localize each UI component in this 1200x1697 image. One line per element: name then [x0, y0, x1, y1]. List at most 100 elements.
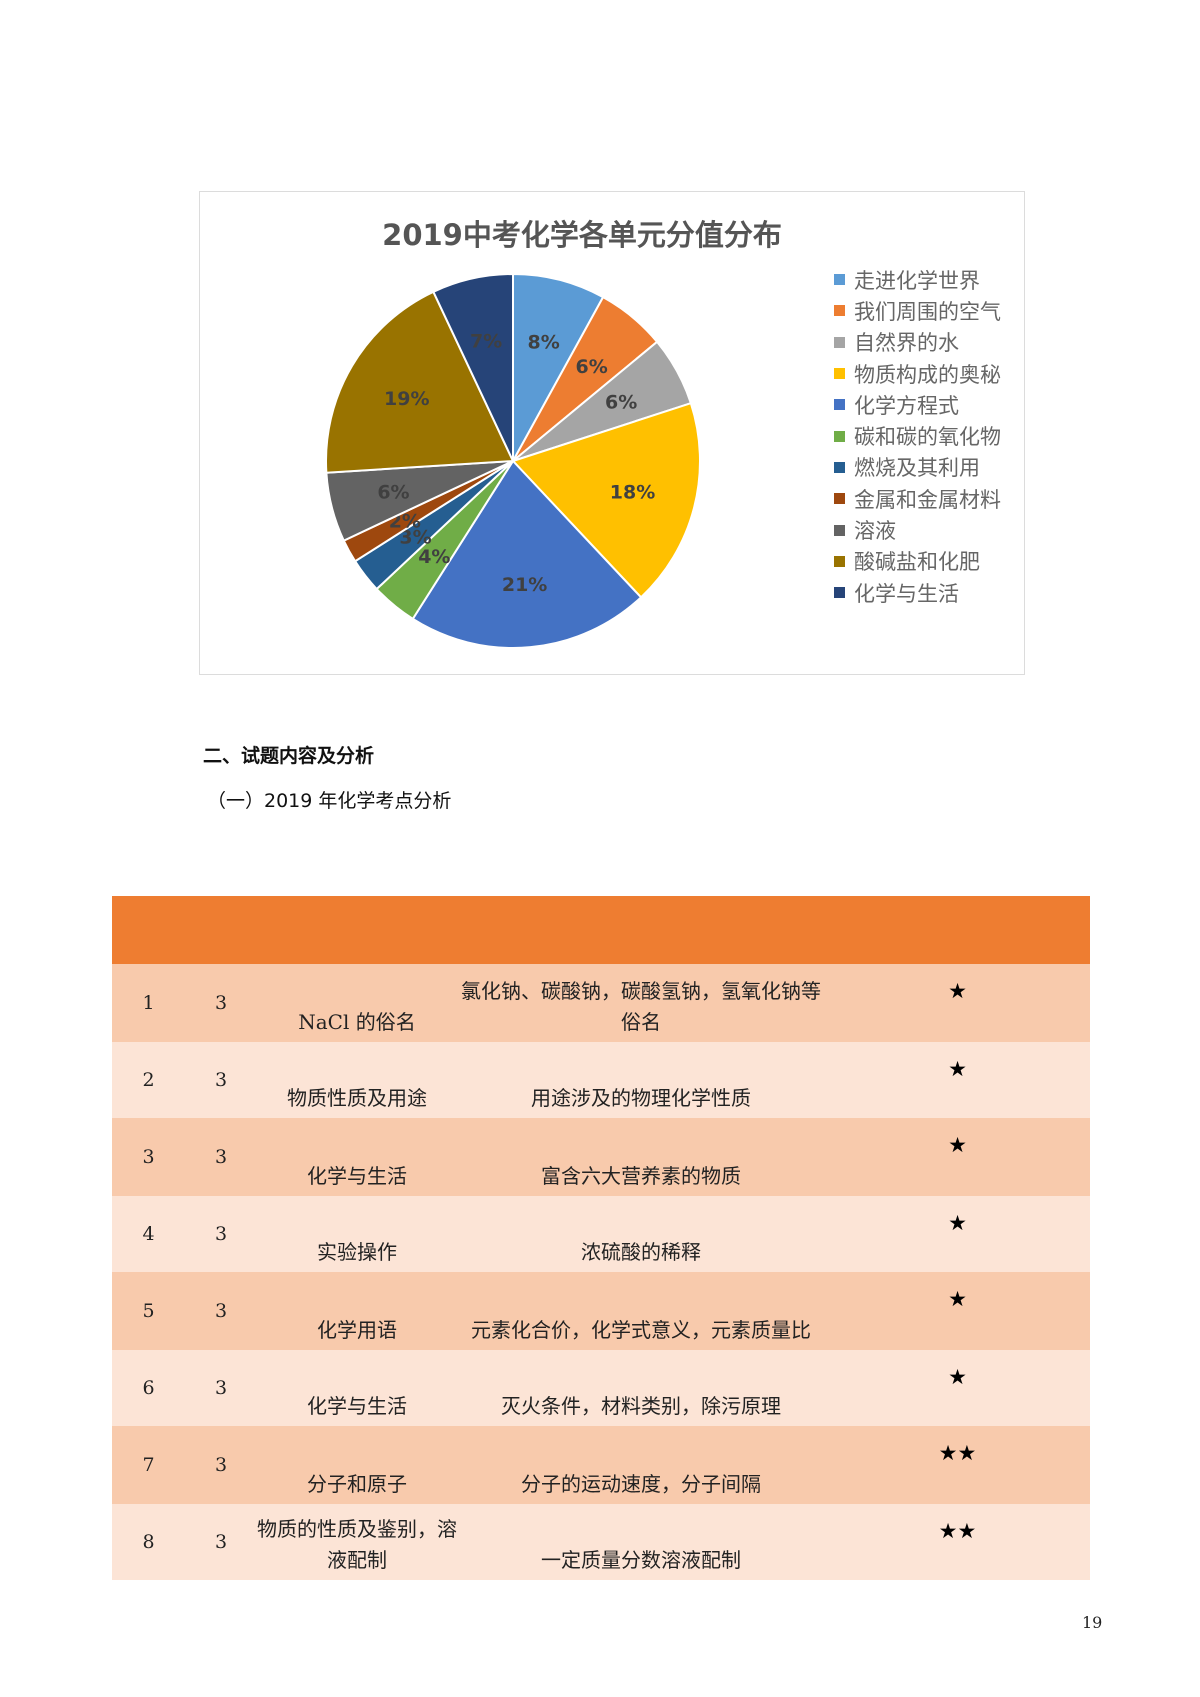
legend-swatch	[834, 461, 845, 473]
legend-swatch	[834, 555, 845, 567]
topic-cell: 物质的性质及鉴别，溶液配制	[257, 1504, 457, 1580]
content-cell: 氯化钠、碳酸钠，碳酸氢钠，氢氧化钠等俗名	[457, 964, 825, 1042]
chart-title: 2019中考化学各单元分值分布	[382, 218, 782, 252]
legend-item: 燃烧及其利用	[834, 452, 1001, 483]
chart-panel: 2019中考化学各单元分值分布 8% 6% 6% 18% 21% 4% 3% 2% 6% 19% 7…	[199, 191, 1025, 675]
difficulty-cell: ★	[825, 1272, 1090, 1350]
pie-data-label: 4%	[418, 546, 450, 568]
legend-item: 物质构成的奥秘	[834, 358, 1001, 389]
legend-item: 我们周围的空气	[834, 295, 1001, 326]
score-cell: 3	[185, 1042, 257, 1118]
difficulty-cell: ★	[825, 1350, 1090, 1426]
legend-swatch	[834, 587, 845, 599]
legend-label: 物质构成的奥秘	[854, 362, 1001, 387]
legend-swatch	[834, 430, 845, 442]
pie-data-label: 6%	[576, 356, 608, 378]
legend-item: 金属和金属材料	[834, 483, 1001, 514]
section-heading: 二、试题内容及分析	[203, 745, 375, 767]
topic-cell: NaCl 的俗名	[257, 964, 457, 1042]
row-number-cell: 4	[112, 1196, 185, 1272]
pie-slice	[511, 401, 701, 599]
legend-swatch	[834, 305, 845, 317]
row-number-cell: 1	[112, 964, 185, 1042]
table-row: 7 3 分子和原子 分子的运动速度，分子间隔 ★★	[112, 1426, 1090, 1504]
legend-item: 走进化学世界	[834, 264, 1001, 295]
score-cell: 3	[185, 1196, 257, 1272]
pie-data-label: 19%	[384, 388, 429, 410]
score-cell: 3	[185, 1504, 257, 1580]
legend-item: 自然界的水	[834, 327, 1001, 358]
content-cell: 一定质量分数溶液配制	[457, 1504, 825, 1580]
pie-slice	[512, 272, 605, 462]
exam-points-table: 1 3 NaCl 的俗名 氯化钠、碳酸钠，碳酸氢钠，氢氧化钠等俗名 ★ 2 3 物质性质及用途…	[112, 896, 1090, 1580]
legend-item: 酸碱盐和化肥	[834, 546, 1001, 577]
topic-cell: 实验操作	[257, 1196, 457, 1272]
content-cell: 富含六大营养素的物质	[457, 1118, 825, 1196]
pie-slice	[325, 290, 515, 474]
table-row: 8 3 物质的性质及鉴别，溶液配制 一定质量分数溶液配制 ★★	[112, 1504, 1090, 1580]
legend-label: 碳和碳的氧化物	[854, 425, 1001, 450]
legend-label: 化学与生活	[854, 581, 959, 606]
content-cell: 用途涉及的物理化学性质	[457, 1042, 825, 1118]
content-cell: 分子的运动速度，分子间隔	[457, 1426, 825, 1504]
score-cell: 3	[185, 1272, 257, 1350]
legend-swatch	[834, 399, 845, 411]
score-cell: 3	[185, 1350, 257, 1426]
legend-label: 我们周围的空气	[854, 299, 1001, 324]
chart-legend: 走进化学世界 我们周围的空气 自然界的水物质构成的奥秘 化学方程式碳和碳的氧化物 燃烧及…	[834, 264, 1001, 608]
table-row: 6 3 化学与生活 灭火条件，材料类别，除污原理 ★	[112, 1350, 1090, 1426]
difficulty-cell: ★	[825, 1042, 1090, 1118]
row-number-cell: 6	[112, 1350, 185, 1426]
table-row: 1 3 NaCl 的俗名 氯化钠、碳酸钠，碳酸氢钠，氢氧化钠等俗名 ★	[112, 964, 1090, 1042]
table-row: 2 3 物质性质及用途 用途涉及的物理化学性质 ★	[112, 1042, 1090, 1118]
legend-label: 自然界的水	[854, 331, 959, 356]
topic-cell: 化学与生活	[257, 1118, 457, 1196]
difficulty-cell: ★	[825, 1196, 1090, 1272]
legend-label: 酸碱盐和化肥	[854, 550, 980, 575]
row-number-cell: 2	[112, 1042, 185, 1118]
content-cell: 浓硫酸的稀释	[457, 1196, 825, 1272]
legend-swatch	[834, 493, 845, 505]
legend-swatch	[834, 368, 845, 380]
pie-slice	[411, 459, 643, 649]
score-cell: 3	[185, 964, 257, 1042]
legend-item: 化学与生活	[834, 577, 1001, 608]
topic-cell: 物质性质及用途	[257, 1042, 457, 1118]
legend-label: 化学方程式	[854, 393, 959, 418]
legend-label: 燃烧及其利用	[854, 456, 980, 481]
legend-item: 碳和碳的氧化物	[834, 420, 1001, 451]
difficulty-cell: ★★	[825, 1504, 1090, 1580]
legend-label: 金属和金属材料	[854, 487, 1001, 512]
score-cell: 3	[185, 1118, 257, 1196]
pie-data-label: 18%	[610, 482, 655, 504]
legend-swatch	[834, 336, 845, 348]
topic-cell: 化学用语	[257, 1272, 457, 1350]
subsection-heading: （一）2019 年化学考点分析	[207, 790, 452, 812]
row-number-cell: 8	[112, 1504, 185, 1580]
topic-cell: 分子和原子	[257, 1426, 457, 1504]
table-header-row	[112, 896, 1090, 964]
table-row: 4 3 实验操作 浓硫酸的稀释 ★	[112, 1196, 1090, 1272]
pie-chart: 8%6%6%18%21%4%3%2%6%19%7%	[325, 272, 701, 649]
topic-cell: 化学与生活	[257, 1350, 457, 1426]
pie-data-label: 6%	[605, 392, 637, 414]
table-row: 5 3 化学用语 元素化合价，化学式意义，元素质量比 ★	[112, 1272, 1090, 1350]
row-number-cell: 5	[112, 1272, 185, 1350]
legend-item: 溶液	[834, 514, 1001, 545]
pie-data-label: 7%	[470, 331, 502, 353]
row-number-cell: 7	[112, 1426, 185, 1504]
pie-data-label: 6%	[377, 482, 409, 504]
pie-data-label: 8%	[528, 331, 560, 353]
legend-label: 走进化学世界	[854, 268, 980, 293]
legend-swatch	[834, 274, 845, 286]
difficulty-cell: ★	[825, 964, 1090, 1042]
content-cell: 元素化合价，化学式意义，元素质量比	[457, 1272, 825, 1350]
legend-swatch	[834, 524, 845, 536]
difficulty-cell: ★	[825, 1118, 1090, 1196]
content-cell: 灭火条件，材料类别，除污原理	[457, 1350, 825, 1426]
page-number: 19	[1082, 1613, 1103, 1632]
legend-item: 化学方程式	[834, 389, 1001, 420]
pie-slice	[432, 272, 514, 462]
score-cell: 3	[185, 1426, 257, 1504]
pie-data-label: 3%	[399, 527, 431, 549]
